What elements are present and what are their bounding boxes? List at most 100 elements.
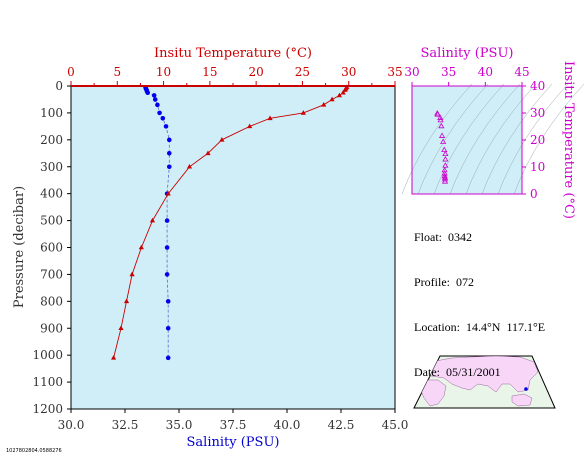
ts-temperature-tick-label: 10 [530, 160, 545, 174]
location-map [413, 355, 556, 409]
pressure-tick-label: 100 [40, 106, 63, 120]
temperature-point [205, 150, 211, 156]
density-contour [401, 83, 473, 195]
temperature-point [219, 137, 225, 142]
salinity-point [151, 93, 157, 98]
salinity-axis-title: Salinity (PSU) [187, 435, 280, 450]
salinity-tick-label: 32.5 [112, 418, 139, 432]
temperature-tick-label: 15 [202, 65, 217, 79]
salinity-point [155, 102, 160, 108]
salinity-point [145, 90, 150, 96]
salinity-tick-label: 40.0 [274, 418, 301, 432]
ts-temperature-tick-label: 40 [530, 79, 545, 93]
pressure-tick-label: 600 [40, 241, 63, 255]
temperature-axis-title: Insitu Temperature (°C) [154, 46, 312, 61]
profile-number: Profile: 072 [414, 275, 474, 289]
temperature-point [123, 298, 130, 304]
pressure-tick-label: 200 [40, 133, 63, 147]
pressure-axis-title: Pressure (decibar) [12, 186, 27, 308]
pressure-tick-label: 1100 [32, 375, 63, 389]
profile-date: Date: 05/31/2001 [414, 365, 501, 379]
density-contour [513, 83, 585, 195]
profile-panel [71, 86, 395, 409]
ts-point [442, 150, 449, 157]
ts-point [441, 176, 449, 182]
temperature-point [321, 102, 327, 107]
salinity-point [164, 218, 170, 223]
map-land [414, 356, 539, 407]
ts-point [441, 146, 448, 152]
temperature-point [247, 123, 253, 129]
density-contour [433, 83, 505, 195]
ts-salinity-ticks: 30 35 40 45 [404, 65, 530, 86]
pressure-tick-label: 0 [55, 79, 63, 93]
ts-point [441, 178, 449, 184]
salinity-point [166, 164, 172, 170]
salinity-tick-label: 30.0 [58, 418, 85, 432]
ts-salinity-tick-label: 40 [478, 65, 493, 79]
temperature-tick-label: 25 [295, 65, 310, 79]
ts-temperature-ticks: 0 10 20 30 40 [522, 79, 545, 201]
temperature-point [329, 96, 335, 102]
density-contour [417, 83, 489, 195]
salinity-point [163, 124, 169, 129]
pressure-tick-label: 500 [40, 214, 63, 228]
pressure-tick-label: 400 [40, 187, 63, 201]
ts-marks [434, 110, 449, 184]
profile-chart: 0 5 10 15 20 25 30 35 30.0 32.5 35.0 37.5 40.0 42.5 4… [12, 46, 408, 450]
salinity-tick-label: 45.0 [382, 418, 409, 432]
temperature-point [186, 163, 193, 169]
salinity-tick-label: 35.0 [166, 418, 193, 432]
temperature-point [165, 190, 171, 196]
temperature-tick-label: 35 [387, 65, 402, 79]
float-location: Location: 14.4°N 117.1°E [414, 320, 546, 334]
ts-density-contours [401, 83, 585, 195]
ts-temperature-tick-label: 20 [530, 133, 545, 147]
float-location-marker [524, 387, 528, 391]
salinity-point [164, 272, 170, 277]
temperature-point [129, 271, 135, 277]
ts-point [441, 166, 448, 173]
density-contour [481, 83, 553, 195]
land-eurasia [414, 356, 539, 393]
float-id: Float: 0342 [414, 230, 473, 244]
ts-point [438, 122, 445, 129]
ts-salinity-tick-label: 45 [514, 65, 529, 79]
ts-point [442, 162, 449, 168]
pressure-tick-label: 900 [40, 321, 63, 335]
ts-point [438, 132, 446, 138]
density-contour [497, 83, 569, 195]
temperature-point [336, 92, 343, 98]
pressure-tick-label: 300 [40, 160, 63, 174]
float-info: Float: 0342 Profile: 072 Location: 14.4°… [414, 200, 545, 395]
temperature-point [118, 325, 124, 331]
temperature-point [110, 355, 117, 360]
ts-panel [412, 86, 522, 194]
salinity-point [165, 355, 171, 361]
pressure-tick-label: 1000 [32, 348, 63, 362]
salinity-tick-label: 42.5 [328, 418, 355, 432]
salinity-point [160, 116, 166, 121]
land-australia [511, 393, 533, 407]
salinity-point [165, 299, 171, 304]
temperature-point [267, 115, 273, 121]
salinity-tick-label: 37.5 [220, 418, 247, 432]
temperature-tick-label: 30 [341, 65, 356, 79]
temperature-tick-label: 5 [113, 65, 121, 79]
pressure-axis-ticks: 0 100 200 300 400 500 600 700 800 900 1000 1100 1200 [32, 79, 71, 416]
temperature-point [149, 217, 156, 223]
temperature-tick-label: 0 [67, 65, 75, 79]
salinity-axis-ticks: 30.0 32.5 35.0 37.5 40.0 42.5 45.0 [58, 409, 409, 432]
temperature-point [300, 110, 306, 115]
salinity-point [166, 137, 172, 143]
temperature-point [342, 87, 348, 92]
ts-point [442, 156, 449, 162]
pressure-tick-label: 800 [40, 294, 63, 308]
ts-temperature-tick-label: 30 [530, 106, 545, 120]
ts-point [440, 138, 447, 144]
ts-point [434, 111, 441, 117]
density-contour [465, 83, 537, 195]
pressure-tick-label: 700 [40, 267, 63, 281]
